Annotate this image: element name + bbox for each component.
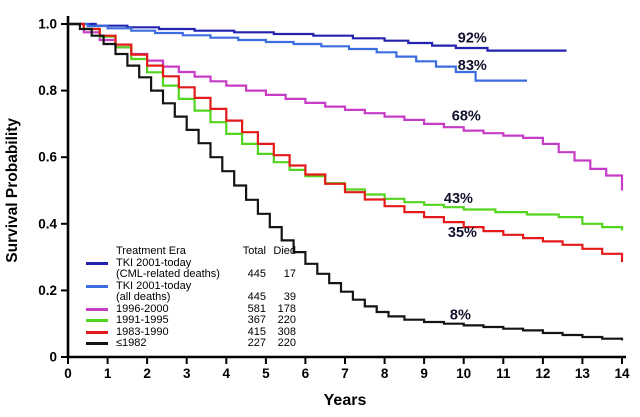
- x-tick-label: 5: [262, 366, 270, 381]
- x-tick-label: 7: [341, 366, 349, 381]
- legend-swatch-1991-1995: [86, 319, 108, 323]
- legend-sublabel: (CML-related deaths): [116, 268, 220, 280]
- x-axis-title: Years: [323, 392, 367, 409]
- legend-row-1983-1990: 1983-1990 415 308: [86, 325, 296, 339]
- y-axis-title-container: Survival Probability: [4, 24, 22, 357]
- legend-row-tki-all-deaths-sub: (all deaths) 445 39: [86, 291, 296, 304]
- curve-1996-2000: [68, 22, 624, 191]
- legend-swatch-1996-2000: [86, 307, 108, 311]
- legend-label: 1996-2000: [116, 302, 169, 315]
- annotation-35%: 35%: [448, 225, 477, 241]
- legend-total-value: 415: [247, 325, 266, 338]
- x-tick-label: 4: [223, 366, 231, 381]
- curve-1983-1990: [68, 22, 624, 263]
- legend-label: TKI 2001-today: [116, 279, 192, 292]
- y-axis-title: Survival Probability: [4, 118, 21, 263]
- legend-label: TKI 2001-today: [116, 256, 192, 269]
- x-tick-label: 8: [381, 366, 389, 381]
- legend-died-value: 220: [277, 314, 296, 326]
- legend-row-pre-1982: ≤1982 227 220: [86, 337, 296, 350]
- legend-died-value: 308: [277, 325, 296, 338]
- curve-tki-cml-related: [68, 22, 567, 52]
- legend-header-died: Died: [273, 245, 296, 257]
- x-tick-label: 10: [456, 366, 471, 381]
- legend-row-tki-all-deaths: TKI 2001-today: [86, 279, 296, 293]
- legend-total-value: 445: [247, 268, 266, 280]
- y-tick-label: 0: [49, 350, 57, 365]
- legend-row-tki-cml-related-sub: (CML-related deaths) 445 17: [86, 268, 296, 281]
- x-tick-label: 12: [535, 366, 550, 381]
- legend-row-1991-1995: 1991-1995 367 220: [86, 314, 296, 327]
- curve-pre-1982: [68, 22, 624, 341]
- x-tick-label: 6: [302, 366, 310, 381]
- legend-row-tki-cml-related: TKI 2001-today: [86, 256, 296, 270]
- legend-label: ≤1982: [116, 337, 147, 349]
- x-tick-label: 14: [614, 366, 630, 381]
- legend-label: 1991-1995: [116, 314, 169, 326]
- y-tick-label: 0.6: [38, 150, 57, 165]
- legend-total-value: 227: [247, 337, 266, 349]
- legend: Treatment Era Total Died TKI 2001-today …: [86, 245, 296, 350]
- curve-tki-all-deaths: [68, 22, 527, 82]
- legend-swatch-tki-cml-related: [86, 261, 108, 265]
- legend-row-1996-2000: 1996-2000 581 178: [86, 302, 296, 316]
- y-tick-label: 1.0: [38, 17, 57, 32]
- legend-header: Treatment Era Total Died: [86, 245, 296, 258]
- x-tick-label: 9: [420, 366, 428, 381]
- legend-died-value: 178: [277, 302, 296, 315]
- x-tick-label: 11: [496, 366, 511, 381]
- legend-total-value: 367: [247, 314, 266, 326]
- annotation-43%: 43%: [444, 191, 473, 207]
- annotation-83%: 83%: [458, 58, 487, 74]
- legend-sublabel: (all deaths): [116, 291, 171, 303]
- x-tick-label: 2: [143, 366, 151, 381]
- curve-1991-1995: [68, 22, 624, 231]
- legend-header-era: Treatment Era: [116, 245, 186, 257]
- x-tick-label: 1: [104, 366, 112, 381]
- y-tick-label: 0.2: [38, 283, 57, 298]
- legend-label: 1983-1990: [116, 325, 169, 338]
- annotation-92%: 92%: [458, 30, 487, 46]
- legend-died-value: 17: [283, 268, 296, 280]
- legend-died-value: 220: [277, 337, 296, 349]
- annotation-8%: 8%: [450, 308, 471, 324]
- x-tick-label: 0: [64, 366, 72, 381]
- legend-total-value: 445: [247, 291, 266, 303]
- x-tick-label: 3: [183, 366, 191, 381]
- legend-swatch-pre-1982: [86, 342, 108, 346]
- annotation-68%: 68%: [452, 109, 481, 125]
- legend-header-total: Total: [242, 245, 266, 257]
- legend-swatch-tki-all-deaths: [86, 284, 108, 288]
- y-tick-label: 0.8: [38, 83, 57, 98]
- legend-died-value: 39: [283, 291, 296, 303]
- x-tick-label: 13: [575, 366, 591, 381]
- legend-swatch-1983-1990: [86, 330, 108, 334]
- y-tick-label: 0.4: [38, 216, 57, 231]
- legend-total-value: 581: [247, 302, 266, 315]
